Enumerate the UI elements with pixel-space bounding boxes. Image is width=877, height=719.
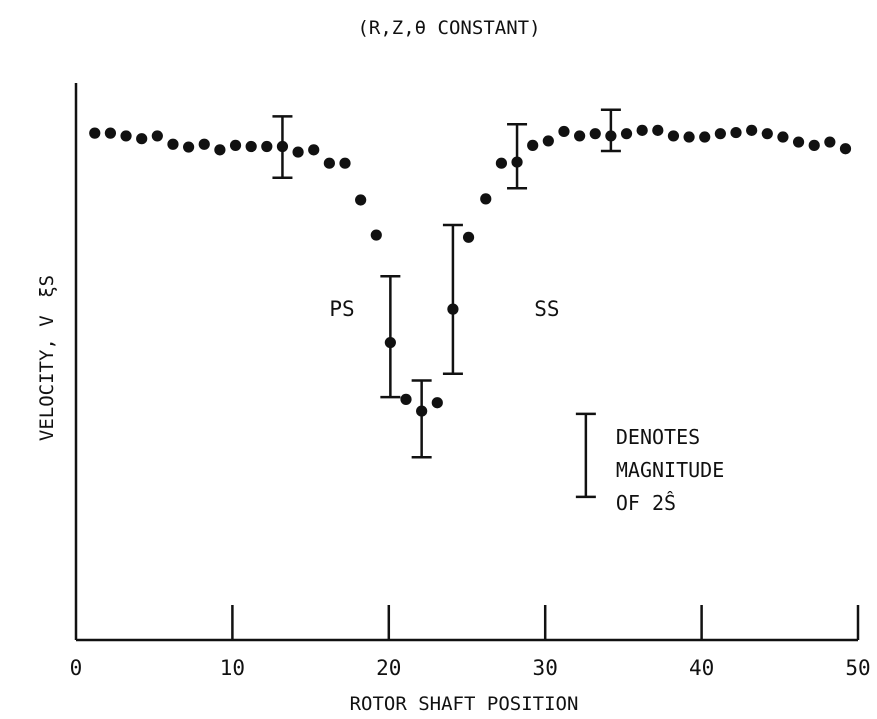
x-axis-label: ROTOR SHAFT POSITION	[350, 693, 579, 715]
data-point	[89, 127, 101, 139]
data-point	[183, 141, 195, 153]
data-point	[777, 131, 789, 143]
data-point	[229, 139, 242, 151]
data-point	[730, 126, 742, 139]
data-point	[462, 231, 475, 243]
data-point	[480, 193, 492, 205]
data-point	[214, 144, 226, 156]
data-point	[699, 131, 711, 143]
y-axis-label-text: VELOCITY, V	[36, 315, 58, 441]
error-bar	[380, 275, 401, 399]
y-axis-label-group: VELOCITY, V ξS	[36, 275, 58, 441]
data-point	[761, 128, 773, 140]
y-axis-symbol: ξS	[36, 275, 58, 298]
error-bar	[442, 223, 463, 376]
data-point	[198, 138, 210, 150]
legend-line: OF 2Ŝ	[616, 491, 676, 515]
data-point	[792, 136, 805, 148]
data-point	[120, 130, 132, 142]
data-point	[652, 124, 664, 136]
data-point	[746, 124, 758, 136]
x-tick-label: 40	[689, 656, 714, 680]
data-point	[558, 125, 570, 138]
data-point	[384, 336, 396, 349]
data-point	[511, 156, 523, 168]
data-point	[323, 157, 335, 169]
error-bar	[507, 122, 528, 190]
data-point	[589, 128, 601, 140]
data-points	[89, 124, 852, 417]
data-point	[683, 131, 695, 143]
data-point	[370, 229, 382, 241]
data-point	[245, 140, 257, 153]
data-point	[667, 130, 680, 142]
error-bars	[272, 108, 621, 459]
x-tick-label: 10	[220, 656, 245, 680]
annotations: PS SS	[329, 297, 559, 321]
data-point	[400, 393, 412, 405]
data-point	[355, 194, 367, 206]
data-point	[714, 128, 726, 140]
legend-line: DENOTES	[616, 425, 700, 449]
data-point	[308, 144, 320, 156]
data-point	[136, 133, 148, 145]
data-point	[292, 146, 304, 158]
legend-line: MAGNITUDE	[616, 458, 724, 482]
data-point	[339, 157, 351, 169]
legend-error-bar	[575, 412, 596, 499]
y-axis-label: VELOCITY, V ξS	[36, 275, 58, 441]
data-point	[167, 138, 179, 150]
x-tick-label: 30	[533, 656, 558, 680]
data-point	[447, 303, 459, 315]
data-point	[104, 127, 117, 139]
data-point	[431, 397, 443, 409]
data-point	[824, 136, 836, 148]
data-point	[416, 405, 428, 417]
data-point	[620, 128, 633, 140]
data-point	[542, 135, 554, 147]
x-ticks: 0 10 20 30 40 50	[70, 605, 871, 680]
annotation-ps: PS	[329, 297, 354, 321]
data-point	[574, 130, 586, 142]
x-tick-label: 0	[70, 656, 83, 680]
x-tick-label: 50	[845, 656, 870, 680]
annotation-ss: SS	[534, 297, 559, 321]
data-point	[151, 130, 163, 142]
data-point	[808, 139, 820, 151]
chart-title: (R,Z,θ CONSTANT)	[357, 17, 540, 39]
legend: DENOTES MAGNITUDE OF 2Ŝ	[575, 412, 724, 515]
error-bar	[411, 379, 432, 459]
data-point	[605, 130, 617, 142]
data-point	[495, 157, 508, 169]
data-point	[527, 139, 539, 151]
data-point	[839, 143, 852, 155]
data-point	[636, 124, 648, 136]
x-tick-label: 20	[376, 656, 401, 680]
data-point	[276, 140, 289, 153]
data-point	[261, 140, 273, 153]
